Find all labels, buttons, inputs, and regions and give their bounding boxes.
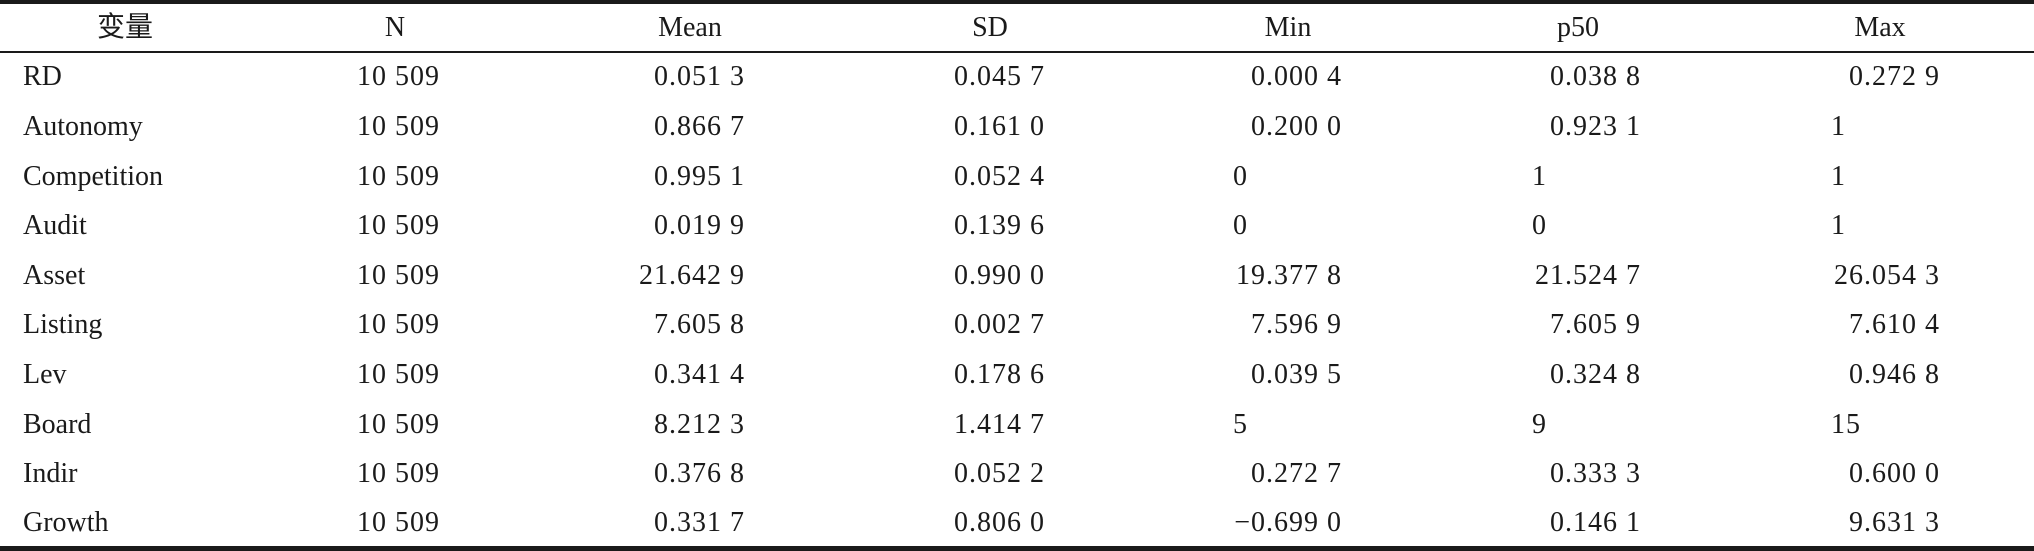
cell-mean: 7.605 8 — [654, 309, 745, 340]
cell-sd: 0.806 0 — [954, 507, 1045, 538]
table-row: Listing 10 509 7.605 8 0.002 7 7.596 9 7.605 … — [0, 300, 2034, 350]
cell-var: Audit — [23, 210, 87, 241]
cell-n: 10 509 — [357, 309, 440, 340]
cell-p50: 0.146 1 — [1550, 507, 1641, 538]
header-mean: Mean — [658, 12, 722, 43]
cell-min: 7.596 9 — [1251, 309, 1342, 340]
cell-min: 5 — [1233, 409, 1248, 440]
table-row: Audit 10 509 0.019 9 0.139 6 0 0 1 — [0, 201, 2034, 251]
cell-p50: 9 — [1532, 409, 1547, 440]
cell-var: Board — [23, 409, 92, 440]
cell-sd: 0.052 2 — [954, 458, 1045, 489]
cell-max: 0.272 9 — [1849, 61, 1940, 92]
header-n: N — [384, 12, 406, 43]
cell-max: 0.946 8 — [1849, 359, 1940, 390]
table-header-rule — [0, 51, 2034, 53]
cell-sd: 1.414 7 — [954, 409, 1045, 440]
cell-max: 1 — [1831, 111, 1846, 142]
cell-mean: 0.051 3 — [654, 61, 745, 92]
cell-max: 0.600 0 — [1849, 458, 1940, 489]
cell-sd: 0.161 0 — [954, 111, 1045, 142]
table-row: Asset 10 509 21.642 9 0.990 0 19.377 8 21.524… — [0, 251, 2034, 301]
table-row: Lev 10 509 0.341 4 0.178 6 0.039 5 0.324 8 0.9… — [0, 350, 2034, 400]
cell-var: Growth — [23, 507, 109, 538]
table-row: RD 10 509 0.051 3 0.045 7 0.000 4 0.038 8 0.27… — [0, 52, 2034, 102]
cell-n: 10 509 — [357, 359, 440, 390]
cell-mean: 0.866 7 — [654, 111, 745, 142]
header-var: 变量 — [96, 12, 153, 43]
cell-max: 26.054 3 — [1834, 260, 1940, 291]
cell-max: 9.631 3 — [1849, 507, 1940, 538]
table-bottom-rule — [0, 546, 2034, 551]
cell-mean: 0.376 8 — [654, 458, 745, 489]
cell-p50: 0 — [1532, 210, 1547, 241]
cell-var: Autonomy — [23, 111, 143, 142]
cell-p50: 7.605 9 — [1550, 309, 1641, 340]
cell-var: Indir — [23, 458, 78, 489]
cell-max: 7.610 4 — [1849, 309, 1940, 340]
cell-n: 10 509 — [357, 409, 440, 440]
cell-n: 10 509 — [357, 161, 440, 192]
cell-min: 0 — [1233, 161, 1248, 192]
cell-min: 0.039 5 — [1251, 359, 1342, 390]
cell-sd: 0.052 4 — [954, 161, 1045, 192]
cell-mean: 0.341 4 — [654, 359, 745, 390]
cell-sd: 0.139 6 — [954, 210, 1045, 241]
cell-min: −0.699 0 — [1234, 507, 1342, 538]
cell-sd: 0.990 0 — [954, 260, 1045, 291]
table-row: Growth 10 509 0.331 7 0.806 0 −0.699 0 0.146 … — [0, 498, 2034, 548]
cell-mean: 8.212 3 — [654, 409, 745, 440]
cell-min: 19.377 8 — [1236, 260, 1342, 291]
cell-max: 1 — [1831, 210, 1846, 241]
cell-sd: 0.002 7 — [954, 309, 1045, 340]
cell-var: Listing — [23, 309, 103, 340]
header-min: Min — [1264, 12, 1312, 43]
cell-max: 15 — [1831, 409, 1861, 440]
cell-n: 10 509 — [357, 458, 440, 489]
cell-p50: 21.524 7 — [1535, 260, 1641, 291]
cell-min: 0.200 0 — [1251, 111, 1342, 142]
header-max: Max — [1854, 12, 1906, 43]
cell-sd: 0.178 6 — [954, 359, 1045, 390]
cell-sd: 0.045 7 — [954, 61, 1045, 92]
cell-p50: 0.038 8 — [1550, 61, 1641, 92]
cell-var: Lev — [23, 359, 67, 390]
cell-n: 10 509 — [357, 210, 440, 241]
cell-min: 0.000 4 — [1251, 61, 1342, 92]
cell-max: 1 — [1831, 161, 1846, 192]
cell-mean: 0.331 7 — [654, 507, 745, 538]
cell-p50: 0.324 8 — [1550, 359, 1641, 390]
cell-n: 10 509 — [357, 111, 440, 142]
cell-var: RD — [23, 61, 62, 92]
cell-mean: 21.642 9 — [639, 260, 745, 291]
table-row: Competition 10 509 0.995 1 0.052 4 0 1 1 — [0, 152, 2034, 202]
cell-min: 0 — [1233, 210, 1248, 241]
cell-n: 10 509 — [357, 507, 440, 538]
cell-min: 0.272 7 — [1251, 458, 1342, 489]
header-p50: p50 — [1557, 12, 1599, 43]
table-row: Indir 10 509 0.376 8 0.052 2 0.272 7 0.333 3 0… — [0, 449, 2034, 499]
cell-var: Asset — [23, 260, 86, 291]
cell-p50: 1 — [1532, 161, 1547, 192]
table-top-rule — [0, 0, 2034, 4]
cell-var: Competition — [23, 161, 163, 192]
header-sd: SD — [972, 12, 1008, 43]
table-row: Autonomy 10 509 0.866 7 0.161 0 0.200 0 0.923… — [0, 102, 2034, 152]
cell-mean: 0.019 9 — [654, 210, 745, 241]
table-row: Board 10 509 8.212 3 1.414 7 5 9 15 — [0, 400, 2034, 450]
cell-p50: 0.333 3 — [1550, 458, 1641, 489]
cell-n: 10 509 — [357, 260, 440, 291]
cell-mean: 0.995 1 — [654, 161, 745, 192]
cell-p50: 0.923 1 — [1550, 111, 1641, 142]
cell-n: 10 509 — [357, 61, 440, 92]
